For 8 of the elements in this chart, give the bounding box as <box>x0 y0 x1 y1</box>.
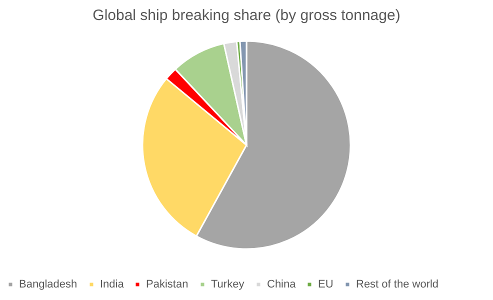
legend-label: India <box>100 278 125 290</box>
chart-title: Global ship breaking share (by gross tonnage) <box>92 7 400 24</box>
legend-label: EU <box>318 278 334 290</box>
legend-label: Rest of the world <box>356 278 439 290</box>
legend-label: China <box>267 278 297 290</box>
legend-label: Turkey <box>211 278 245 290</box>
legend-label: Bangladesh <box>19 278 78 290</box>
legend-label: Pakistan <box>146 278 188 290</box>
